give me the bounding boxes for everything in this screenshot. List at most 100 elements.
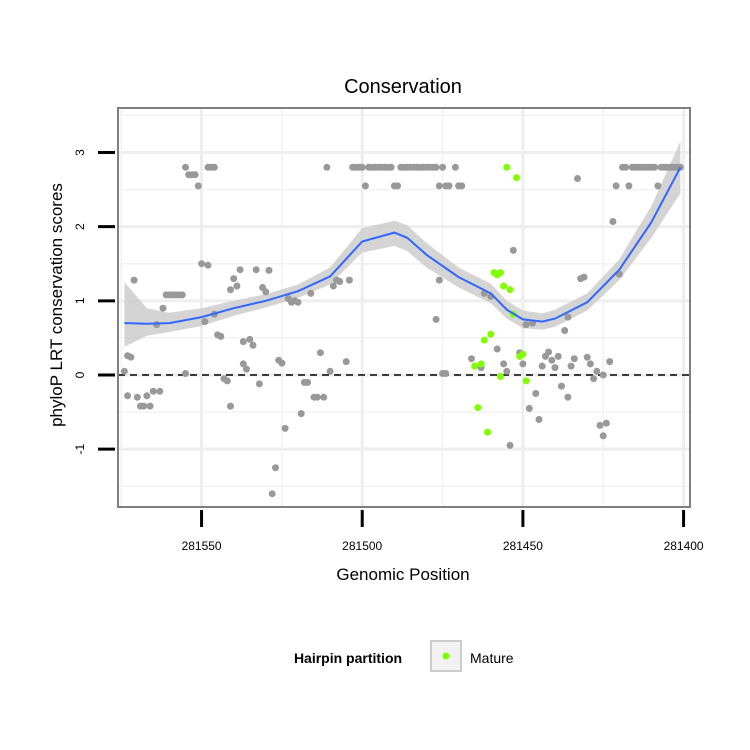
data-point xyxy=(625,182,633,190)
data-point xyxy=(297,410,305,418)
data-point xyxy=(204,261,212,269)
data-point xyxy=(227,286,234,294)
data-point xyxy=(519,360,527,368)
data-point xyxy=(432,315,440,323)
data-point xyxy=(548,356,556,364)
x-tick-label: 281500 xyxy=(342,539,382,553)
data-point xyxy=(500,360,508,368)
data-point xyxy=(538,362,546,370)
data-point xyxy=(654,182,662,190)
legend-entry-label: Mature xyxy=(470,650,514,666)
data-point xyxy=(522,321,530,329)
data-point xyxy=(432,163,440,171)
data-point-mature xyxy=(506,286,514,294)
data-point xyxy=(182,163,189,171)
data-point xyxy=(191,171,199,179)
data-point xyxy=(551,364,559,372)
data-points xyxy=(120,163,684,498)
data-point xyxy=(599,432,607,440)
y-tick-label: 1 xyxy=(73,297,87,304)
data-point xyxy=(442,370,450,377)
data-point xyxy=(435,182,443,190)
data-point-mature xyxy=(522,377,530,385)
data-point xyxy=(320,393,328,401)
data-point xyxy=(159,304,167,312)
smooth-confidence-band xyxy=(124,141,681,347)
data-point-mature xyxy=(474,404,482,412)
data-point xyxy=(304,378,312,386)
data-point xyxy=(239,360,247,368)
data-point-mature xyxy=(496,373,504,380)
data-point-mature xyxy=(477,360,485,368)
data-point xyxy=(230,275,238,283)
smooth-fit-line xyxy=(124,166,682,325)
axes: -1 0 1 2 3 281550 281500 281450 281400 xyxy=(73,149,704,553)
data-point xyxy=(210,163,218,171)
data-point xyxy=(329,282,337,290)
data-point xyxy=(387,163,395,171)
data-point xyxy=(124,392,132,400)
data-point xyxy=(564,313,572,321)
data-point xyxy=(586,360,594,368)
y-tick-label: 2 xyxy=(73,223,87,230)
data-point xyxy=(201,318,209,326)
data-point xyxy=(622,163,630,171)
data-point xyxy=(609,218,617,225)
y-tick-label: 3 xyxy=(73,149,87,156)
panel-border xyxy=(117,107,691,508)
data-point-mature xyxy=(484,428,492,436)
y-tick-label: -1 xyxy=(73,444,87,455)
data-point xyxy=(525,404,533,412)
data-point xyxy=(246,335,254,343)
data-point xyxy=(554,352,562,360)
data-point xyxy=(149,387,157,395)
data-point-mature xyxy=(513,174,520,182)
data-point xyxy=(558,382,565,390)
data-point xyxy=(143,392,151,400)
data-point xyxy=(570,355,578,363)
data-point xyxy=(249,341,257,349)
data-point xyxy=(545,348,553,356)
data-point xyxy=(178,291,186,299)
data-point xyxy=(255,380,263,388)
data-point xyxy=(593,367,601,375)
legend-key xyxy=(430,640,462,672)
data-point xyxy=(243,365,250,373)
data-point xyxy=(272,464,279,472)
data-point xyxy=(590,375,598,383)
x-tick-label: 281400 xyxy=(664,539,704,553)
data-point xyxy=(583,353,591,361)
data-point xyxy=(451,163,459,171)
data-point xyxy=(493,345,501,353)
data-point xyxy=(227,402,234,410)
data-point-mature xyxy=(500,282,508,290)
data-point xyxy=(316,349,324,357)
y-axis-label: phyloP LRT conservation scores xyxy=(47,183,66,427)
data-point xyxy=(198,260,206,268)
data-point xyxy=(580,273,588,281)
y-tick-label: 0 xyxy=(73,371,87,378)
data-point xyxy=(439,163,447,171)
data-point xyxy=(532,390,540,397)
data-point xyxy=(506,441,514,449)
data-point xyxy=(182,370,189,377)
data-point xyxy=(394,182,402,190)
data-point xyxy=(358,163,366,171)
data-point xyxy=(612,182,620,190)
data-point xyxy=(294,298,302,306)
data-point-mature xyxy=(471,362,479,370)
x-axis-label: Genomic Position xyxy=(336,565,469,584)
data-point xyxy=(153,321,161,329)
data-point xyxy=(217,332,225,340)
plot-panel xyxy=(117,107,691,508)
data-point xyxy=(233,282,241,290)
chart-title: Conservation xyxy=(344,76,462,98)
data-point xyxy=(265,266,273,274)
data-point xyxy=(313,393,321,401)
data-point xyxy=(602,419,610,427)
data-point xyxy=(567,362,575,370)
data-point xyxy=(458,182,466,190)
data-point xyxy=(140,402,148,410)
data-point xyxy=(194,182,202,190)
